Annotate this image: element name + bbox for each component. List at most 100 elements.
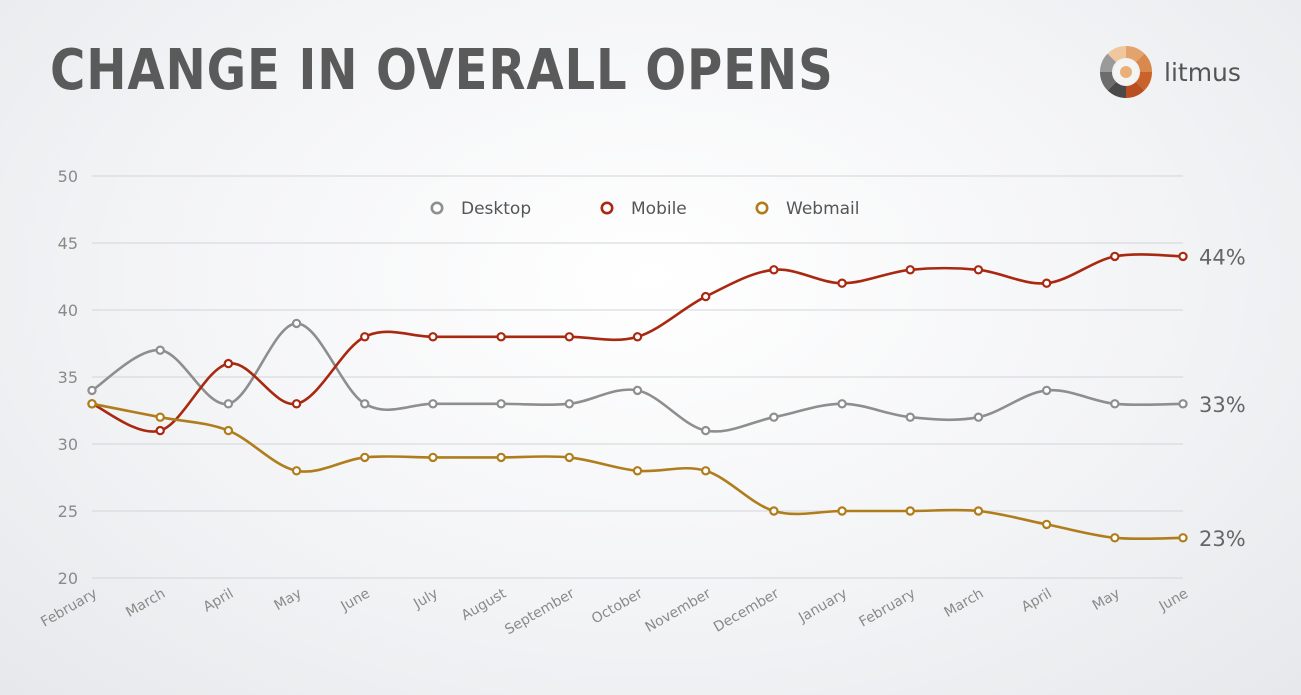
mobile-point	[1110, 251, 1120, 262]
webmail-point	[973, 506, 984, 516]
desktop-point	[496, 399, 506, 409]
desktop-point	[223, 399, 234, 409]
mobile-point	[1178, 251, 1188, 262]
x-tick-label: July	[410, 586, 441, 613]
x-tick-label: March	[941, 586, 986, 621]
y-tick-label: 40	[58, 301, 78, 320]
series-mobile: 44%	[87, 245, 1246, 436]
desktop-point	[87, 385, 97, 396]
mobile-point	[632, 332, 643, 342]
litmus-logo-icon	[1100, 45, 1152, 99]
mobile-point	[905, 265, 915, 275]
webmail-point	[360, 452, 370, 463]
x-tick-label: February	[857, 586, 919, 631]
x-tick-label: June	[337, 586, 372, 616]
webmail-point	[769, 506, 779, 516]
desktop-line	[91, 322, 1184, 433]
y-tick-label: 45	[58, 234, 78, 253]
x-tick-label: June	[1156, 586, 1191, 616]
webmail-point	[1041, 519, 1052, 530]
mobile-point	[496, 332, 506, 342]
x-tick-label: October	[589, 585, 646, 627]
brand-name: litmus	[1164, 57, 1241, 87]
webmail-point	[564, 452, 575, 463]
grid	[92, 175, 1183, 579]
legend-item-desktop: Desktop	[430, 199, 531, 219]
x-tick-label: April	[201, 586, 237, 616]
series-desktop: 33%	[87, 318, 1246, 436]
mobile-end-label: 44%	[1199, 245, 1246, 269]
desktop-point	[428, 399, 438, 409]
x-axis: February March April May June July AugustSepte…	[38, 585, 1191, 638]
desktop-point	[360, 399, 370, 409]
webmail-point	[1110, 533, 1120, 543]
desktop-legend-label: Desktop	[461, 199, 531, 219]
webmail-end-label: 23%	[1199, 527, 1246, 551]
mobile-point	[360, 332, 370, 342]
webmail-point	[1178, 533, 1188, 543]
x-tick-label: May	[271, 586, 304, 614]
x-tick-label: September	[502, 585, 577, 638]
desktop-point	[905, 412, 915, 422]
brand-logo: litmus	[1098, 44, 1241, 100]
y-tick-label: 25	[58, 502, 78, 521]
desktop-point	[564, 399, 575, 409]
x-tick-label: December	[711, 585, 782, 635]
webmail-point	[496, 452, 506, 463]
desktop-point	[837, 399, 847, 409]
series-webmail: 23%	[87, 399, 1246, 551]
mobile-legend-marker	[600, 201, 614, 215]
desktop-point	[1041, 385, 1052, 396]
x-tick-label: April	[1019, 586, 1055, 616]
mobile-point	[155, 425, 165, 436]
desktop-point	[155, 345, 165, 355]
legend-item-mobile: Mobile	[600, 199, 687, 219]
mobile-point	[428, 332, 438, 342]
webmail-point	[155, 412, 165, 422]
mobile-legend-label: Mobile	[631, 199, 687, 219]
webmail-point	[291, 466, 302, 476]
x-tick-label: August	[459, 585, 510, 624]
mobile-point	[1041, 278, 1052, 288]
desktop-point	[291, 318, 302, 329]
x-tick-label: November	[643, 585, 714, 635]
webmail-point	[632, 466, 643, 476]
mobile-point	[837, 278, 847, 288]
webmail-legend-marker	[755, 201, 769, 215]
x-tick-label: May	[1090, 586, 1123, 614]
webmail-point	[223, 425, 234, 436]
webmail-point	[87, 399, 97, 409]
y-tick-label: 50	[58, 167, 78, 186]
desktop-point	[1110, 399, 1120, 409]
mobile-point	[291, 399, 302, 409]
desktop-point	[700, 425, 711, 436]
page-title: CHANGE IN OVERALL OPENS	[50, 38, 834, 103]
y-tick-label: 20	[58, 569, 78, 588]
mobile-line	[91, 253, 1184, 433]
mobile-point	[564, 332, 575, 342]
legend-item-webmail: Webmail	[755, 199, 860, 219]
x-tick-label: February	[38, 586, 100, 631]
desktop-point	[973, 412, 984, 422]
webmail-point	[837, 506, 847, 516]
series-group: 33% 44% 23%	[87, 245, 1246, 551]
mobile-point	[700, 291, 711, 302]
desktop-point	[632, 385, 643, 396]
desktop-point	[1178, 399, 1188, 409]
mobile-point	[973, 265, 984, 275]
mobile-point	[769, 265, 779, 275]
x-tick-label: January	[795, 586, 850, 627]
x-tick-label: March	[123, 586, 168, 621]
webmail-point	[905, 506, 915, 516]
desktop-legend-marker	[430, 201, 444, 215]
webmail-point	[428, 452, 438, 463]
webmail-point	[700, 466, 711, 476]
desktop-end-label: 33%	[1199, 393, 1246, 417]
y-axis: 20 25 30 35 40 45 50	[58, 167, 78, 588]
y-tick-label: 35	[58, 368, 78, 387]
y-tick-label: 30	[58, 435, 78, 454]
mobile-point	[223, 358, 234, 369]
legend: Desktop Mobile Webmail	[430, 199, 860, 219]
